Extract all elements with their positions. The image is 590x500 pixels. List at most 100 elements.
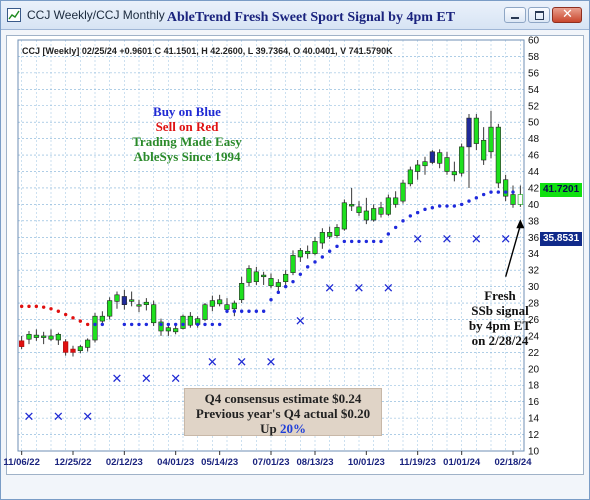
candle-body (165, 327, 171, 332)
x-marker: ✕ (500, 232, 511, 247)
candle-body (503, 179, 509, 197)
candle-body (415, 164, 421, 172)
x-tick-label: 02/18/24 (495, 457, 533, 468)
x-marker: ✕ (295, 315, 306, 330)
candle-body (231, 302, 237, 310)
candle-body (180, 315, 186, 329)
candle-body (495, 126, 501, 184)
x-tick-label: 08/13/23 (297, 457, 334, 468)
buy-stop-dot (93, 322, 97, 327)
buy-stop-dot (298, 272, 303, 276)
fresh-note-line: SSb signal (471, 303, 529, 318)
candle-body (319, 232, 325, 244)
sell-stop-dot (63, 312, 68, 317)
fresh-note-line: by 4pm ET (468, 318, 532, 333)
fresh-note-line: Fresh (484, 288, 516, 303)
y-tick-label: 12 (528, 430, 540, 441)
buy-stop-dot (137, 322, 141, 327)
x-marker: ✕ (383, 282, 394, 297)
sell-stop-dot (49, 307, 53, 311)
candle-body (143, 301, 149, 305)
candle-body (48, 335, 54, 340)
y-tick-label: 28 (528, 299, 540, 310)
candle-body (517, 194, 523, 205)
candle-body (290, 255, 296, 273)
candle-body (217, 299, 223, 305)
buy-stop-dot (430, 205, 435, 210)
y-tick-label: 10 (528, 447, 540, 458)
buy-stop-dot (320, 255, 325, 259)
earnings-estimate-box: Q4 consensus estimate $0.24 Previous yea… (184, 388, 382, 436)
candle-body (510, 194, 516, 205)
buy-stop-dot (254, 309, 259, 313)
fresh-note-line: on 2/28/24 (471, 333, 529, 348)
sell-stop-dot (41, 305, 46, 309)
y-tick-label: 42 (528, 183, 540, 194)
candle-body (305, 250, 311, 255)
fresh-signal-note: Fresh SSb signal by 4pm ET on 2/28/24 (452, 288, 548, 348)
x-tick-label: 11/19/23 (399, 457, 435, 468)
estimate-line-1: Q4 consensus estimate $0.24 (204, 391, 362, 406)
candle-body (173, 328, 179, 333)
x-marker: ✕ (442, 232, 453, 247)
y-tick-label: 60 (528, 36, 540, 47)
y-tick-label: 32 (528, 266, 540, 277)
candle-body (19, 340, 25, 347)
y-tick-label: 30 (528, 282, 540, 293)
buy-stop-dot (232, 309, 237, 313)
y-tick-label: 36 (528, 233, 540, 244)
x-marker: ✕ (354, 282, 365, 297)
maximize-button[interactable] (528, 7, 550, 23)
candle-body (327, 232, 333, 237)
candle-body (488, 126, 494, 153)
candle-body (70, 348, 76, 353)
close-button[interactable]: ✕ (552, 7, 582, 23)
x-marker: ✕ (412, 232, 423, 247)
buy-stop-dot (144, 322, 149, 327)
candle-body (202, 304, 208, 320)
candle-body (209, 300, 215, 307)
candle-body (312, 241, 318, 255)
buy-stop-dot (225, 309, 229, 313)
buy-stop-dot (437, 204, 442, 208)
legend-sell: Sell on Red (155, 119, 219, 134)
sell-stop-dot (85, 322, 90, 327)
current-price-tag: 41.7201 (540, 183, 583, 197)
x-marker: ✕ (82, 410, 93, 425)
candle-body (341, 202, 347, 230)
buy-stop-dot (423, 207, 427, 212)
y-tick-label: 54 (528, 85, 540, 96)
y-tick-label: 20 (528, 364, 540, 375)
estimate-line-3: Up 20% (185, 421, 381, 436)
candle-body (92, 315, 98, 341)
y-tick-label: 26 (528, 315, 540, 326)
candle-body (451, 171, 457, 176)
sell-stop-dot (78, 319, 83, 323)
title-bar[interactable]: CCJ Weekly/CCJ Monthly AbleTrend Fresh S… (1, 1, 589, 30)
x-marker: ✕ (471, 232, 482, 247)
buy-stop-dot (181, 322, 185, 327)
buy-stop-dot (173, 322, 178, 327)
x-tick-label: 01/01/24 (443, 457, 481, 468)
candle-body (136, 304, 142, 307)
sell-stop-dot (27, 304, 31, 309)
y-tick-label: 18 (528, 381, 540, 392)
legend-tagline: Trading Made Easy (132, 134, 242, 149)
window-title: CCJ Weekly/CCJ Monthly (27, 8, 165, 22)
y-tick-label: 50 (528, 118, 540, 129)
y-tick-label: 38 (528, 216, 540, 227)
buy-stop-dot (261, 309, 266, 313)
y-tick-label: 22 (528, 348, 540, 359)
buy-stop-dot (467, 199, 471, 203)
candle-body (275, 282, 281, 287)
candle-body (459, 146, 465, 174)
candle-body (63, 341, 69, 353)
maximize-icon (535, 11, 544, 20)
estimate-up-prefix: Up (260, 421, 277, 436)
candle-body (407, 169, 413, 185)
candle-body (378, 207, 384, 215)
minimize-button[interactable] (504, 7, 526, 23)
x-tick-label: 07/01/23 (253, 457, 290, 468)
buy-stop-dot (122, 322, 127, 327)
